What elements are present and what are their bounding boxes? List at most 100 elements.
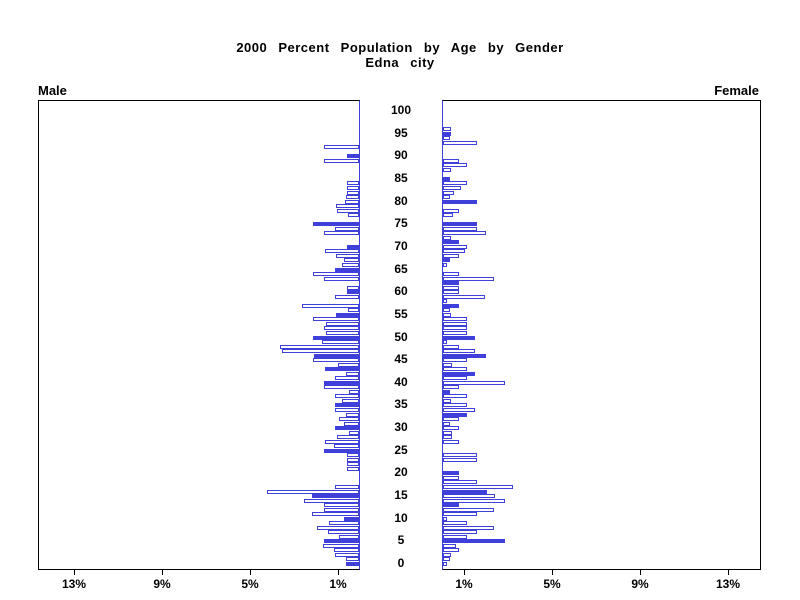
- bar-male-age-42: [346, 371, 359, 376]
- female-panel: [442, 100, 761, 570]
- bar-female-age-39: [443, 385, 459, 390]
- bar-female-age-77: [443, 213, 453, 218]
- bar-female-age-81: [443, 195, 450, 200]
- bar-female-age-88: [443, 163, 467, 168]
- bar-male-age-12: [324, 507, 359, 512]
- bar-male-age-92: [324, 145, 359, 150]
- bar-female-age-52: [443, 326, 467, 331]
- bar-male-age-23: [347, 457, 359, 462]
- bar-female-age-32: [443, 417, 459, 422]
- bar-female-age-18: [443, 480, 477, 485]
- age-tick-label-65: 65: [394, 261, 408, 276]
- percent-axis-tick: [250, 569, 251, 575]
- bar-male-age-41: [335, 376, 359, 381]
- bar-male-age-4: [323, 543, 359, 548]
- bar-female-age-51: [443, 330, 467, 335]
- bar-male-age-36: [342, 398, 359, 403]
- bar-male-age-90: [347, 154, 359, 159]
- bar-female-age-60: [443, 290, 459, 295]
- bar-male-age-45: [313, 358, 359, 363]
- bar-male-age-37: [335, 394, 359, 399]
- bar-male-age-56: [348, 308, 359, 313]
- percent-axis-tick: [464, 569, 465, 575]
- bar-female-age-89: [443, 158, 459, 163]
- bar-male-age-43: [325, 367, 359, 372]
- age-tick-label-20: 20: [394, 465, 408, 480]
- bar-male-age-66: [342, 263, 359, 268]
- bar-male-age-25: [324, 448, 359, 453]
- bar-male-age-63: [324, 276, 359, 281]
- bar-male-age-44: [338, 362, 359, 367]
- bar-male-age-69: [325, 249, 359, 254]
- bar-male-age-6: [339, 534, 359, 539]
- bar-male-age-61: [347, 285, 359, 290]
- bar-female-age-56: [443, 308, 450, 313]
- bar-male-age-57: [302, 303, 359, 308]
- bar-female-age-66: [443, 263, 447, 268]
- bar-female-age-83: [443, 186, 461, 190]
- bar-male-age-46: [314, 353, 359, 358]
- bar-female-age-42: [443, 371, 475, 376]
- bar-female-age-34: [443, 407, 475, 412]
- percent-tick-label: 1%: [329, 577, 347, 591]
- age-tick-label-30: 30: [394, 420, 408, 435]
- bar-female-age-7: [443, 530, 477, 535]
- percent-axis-tick: [728, 569, 729, 575]
- percent-axis-tick: [552, 569, 553, 575]
- bar-female-age-29: [443, 430, 452, 435]
- bar-female-age-69: [443, 249, 465, 254]
- bar-male-age-2: [335, 552, 359, 557]
- bar-female-age-74: [443, 226, 477, 231]
- bar-male-age-40: [324, 380, 359, 385]
- percent-axis-tick: [338, 569, 339, 575]
- bar-female-age-35: [443, 403, 467, 408]
- bar-male-age-26: [334, 444, 359, 449]
- bar-male-age-27: [325, 439, 359, 444]
- bar-female-age-28: [443, 435, 452, 440]
- chart-title-line2: Edna city: [365, 55, 435, 70]
- bar-female-age-87: [443, 167, 451, 172]
- bar-female-age-19: [443, 475, 459, 480]
- age-tick-label-45: 45: [394, 352, 408, 367]
- bar-female-age-24: [443, 453, 477, 458]
- bar-male-age-53: [326, 321, 359, 326]
- bar-female-age-63: [443, 276, 494, 281]
- age-tick-label-0: 0: [397, 556, 405, 570]
- bar-female-age-67: [443, 258, 450, 263]
- bar-female-age-72: [443, 235, 451, 240]
- bar-female-age-30: [443, 426, 459, 431]
- bar-male-age-70: [347, 244, 359, 249]
- age-tick-label-80: 80: [394, 193, 408, 208]
- age-tick-label-50: 50: [394, 329, 408, 344]
- percent-axis-tick: [74, 569, 75, 575]
- bar-female-age-31: [443, 421, 450, 426]
- bar-male-age-32: [339, 417, 359, 422]
- bar-female-age-4: [443, 543, 456, 548]
- percent-tick-label: 9%: [153, 577, 171, 591]
- bar-female-age-96: [443, 127, 451, 132]
- female-panel-label: Female: [714, 83, 759, 98]
- bar-female-age-46: [443, 353, 486, 358]
- bar-male-age-67: [344, 258, 359, 263]
- bar-male-age-59: [335, 294, 359, 299]
- bar-male-age-51: [326, 330, 359, 335]
- bar-female-age-50: [443, 335, 475, 340]
- bar-male-age-15: [312, 494, 359, 499]
- bar-female-age-43: [443, 367, 467, 372]
- bar-male-age-0: [346, 562, 359, 566]
- bar-male-age-5: [324, 539, 359, 544]
- bar-male-age-84: [347, 181, 359, 186]
- percent-tick-label: 13%: [715, 577, 741, 591]
- bar-male-age-78: [337, 208, 359, 213]
- bar-male-age-28: [337, 435, 359, 440]
- bar-female-age-17: [443, 484, 513, 489]
- age-tick-label-35: 35: [394, 397, 408, 412]
- bar-male-age-8: [317, 525, 359, 530]
- bar-female-age-68: [443, 253, 459, 258]
- bar-female-age-59: [443, 294, 485, 299]
- bar-male-age-29: [349, 430, 359, 435]
- bar-female-age-8: [443, 525, 494, 530]
- bar-male-age-14: [304, 498, 359, 503]
- bar-female-age-54: [443, 317, 467, 322]
- age-tick-label-85: 85: [394, 170, 408, 185]
